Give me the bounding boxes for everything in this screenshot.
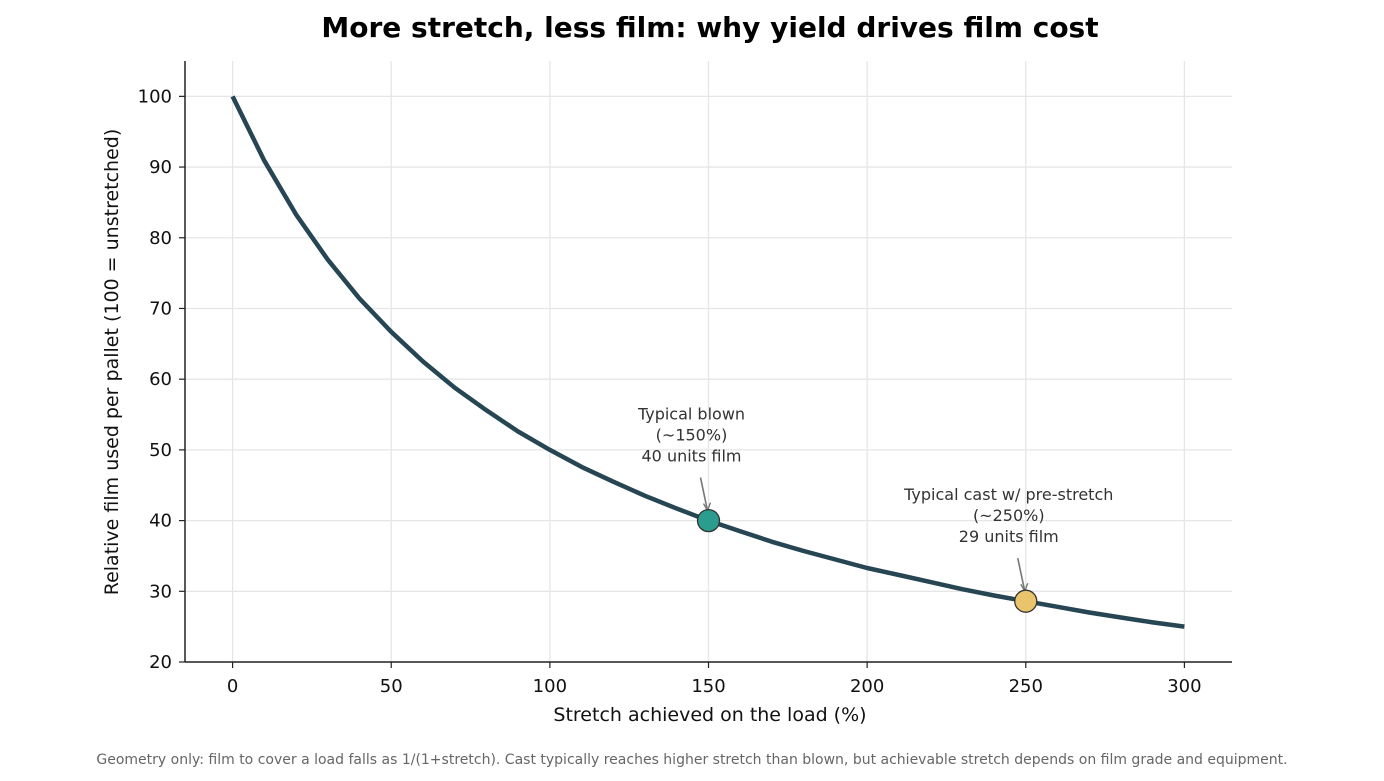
y-tick-label: 90 <box>149 157 172 178</box>
y-tick-label: 20 <box>149 652 172 673</box>
marker-label-line: (~150%) <box>656 426 728 445</box>
marker-label-line: 29 units film <box>959 527 1059 546</box>
footnote: Geometry only: film to cover a load fall… <box>96 752 1287 768</box>
highlight-marker <box>696 508 721 533</box>
y-tick-label: 70 <box>149 298 172 319</box>
y-tick-label: 80 <box>149 228 172 249</box>
marker-label-line: Typical cast w/ pre-stretch <box>903 485 1113 504</box>
y-axis-label: Relative film used per pallet (100 = uns… <box>101 129 123 596</box>
marker-arrow <box>1016 558 1026 592</box>
marker-label-line: Typical blown <box>637 405 745 424</box>
y-tick-label: 40 <box>149 511 172 532</box>
x-tick-label: 250 <box>1009 676 1043 697</box>
y-tick-label: 100 <box>138 86 172 107</box>
grid <box>185 61 1232 663</box>
x-tick-label: 0 <box>227 676 238 697</box>
x-tick-label: 150 <box>691 676 725 697</box>
marker-label-line: 40 units film <box>642 447 742 466</box>
x-axis-label: Stretch achieved on the load (%) <box>553 704 866 726</box>
y-tick-label: 60 <box>149 369 172 390</box>
ticks: 0 50 100 150 200 250 300 20 30 40 50 60 70 80 90 100 <box>138 86 1202 697</box>
annotations: Typical blown (~150%) 40 units film Typical… <box>637 405 1113 613</box>
marker-label-line: (~250%) <box>973 506 1045 525</box>
y-tick-label: 30 <box>149 581 172 602</box>
x-tick-label: 200 <box>850 676 884 697</box>
highlight-marker <box>1014 589 1038 613</box>
marker-arrow <box>699 477 709 511</box>
x-tick-label: 50 <box>380 676 403 697</box>
chart-title: More stretch, less film: why yield drive… <box>321 11 1098 44</box>
x-tick-label: 100 <box>533 676 567 697</box>
y-tick-label: 50 <box>149 440 172 461</box>
x-tick-label: 300 <box>1167 676 1201 697</box>
